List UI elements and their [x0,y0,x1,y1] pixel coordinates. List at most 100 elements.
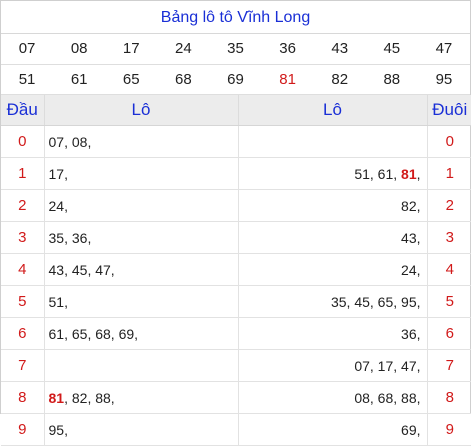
dau-cell: 2 [1,190,44,222]
duoi-cell: 5 [427,286,471,318]
dau-cell: 9 [1,414,44,446]
dau-cell: 4 [1,254,44,286]
lo-left-cell: 81, 82, 88, [44,382,238,414]
duoi-cell: 0 [427,126,471,158]
lo-number: 08 [354,390,370,406]
lo-number: 81 [49,390,65,406]
lo-number: 68 [95,326,111,342]
lo-number: 51 [354,166,370,182]
number-cell: 88 [366,64,418,94]
lo-left-cell: 51, [44,286,238,318]
table-header-row: Đầu Lô Lô Đuôi [1,95,471,126]
lo-number: 36 [72,230,88,246]
dau-cell: 1 [1,158,44,190]
number-cell: 07 [1,34,53,64]
lo-number: 82 [72,390,88,406]
number-cell: 61 [53,64,105,94]
lo-number: 17 [378,358,394,374]
lo-number: 36 [401,326,417,342]
lo-number: 43 [49,262,65,278]
lo-number: 65 [378,294,394,310]
lo-number: 47 [95,262,111,278]
lo-right-cell: 07, 17, 47, [238,350,427,382]
lo-right-cell: 35, 45, 65, 95, [238,286,427,318]
duoi-cell: 2 [427,190,471,222]
lo-right-cell: 43, [238,222,427,254]
lo-number: 61 [49,326,65,342]
lo-left-cell: 43, 45, 47, [44,254,238,286]
lo-number: 45 [72,262,88,278]
lo-number: 24 [401,262,417,278]
dau-cell: 3 [1,222,44,254]
lo-left-cell: 24, [44,190,238,222]
number-cell: 81 [262,64,314,94]
lo-left-cell: 07, 08, [44,126,238,158]
lo-number: 07 [354,358,370,374]
dau-cell: 7 [1,350,44,382]
number-cell: 08 [53,34,105,64]
lo-right-cell: 36, [238,318,427,350]
number-cell: 36 [262,34,314,64]
header-lo-left: Lô [44,95,238,126]
lo-number: 65 [72,326,88,342]
number-cell: 17 [105,34,157,64]
duoi-cell: 1 [427,158,471,190]
duoi-cell: 9 [427,414,471,446]
duoi-cell: 6 [427,318,471,350]
lo-number: 47 [401,358,417,374]
lo-number: 88 [95,390,111,406]
lo-left-cell: 95, [44,414,238,446]
board-title: Bảng lô tô Vĩnh Long [1,1,470,34]
lo-left-cell: 61, 65, 68, 69, [44,318,238,350]
duoi-cell: 3 [427,222,471,254]
lo-right-cell: 82, [238,190,427,222]
number-cell: 65 [105,64,157,94]
lo-number: 61 [378,166,394,182]
lo-left-cell: 35, 36, [44,222,238,254]
lo-number: 95 [49,422,65,438]
lo-number: 24 [49,198,65,214]
number-cell: 51 [1,64,53,94]
lo-number: 69 [119,326,135,342]
lo-number: 35 [49,230,65,246]
number-cell: 69 [209,64,261,94]
lo-number: 81 [401,166,417,182]
lo-number: 69 [401,422,417,438]
header-lo-right: Lô [238,95,427,126]
lo-right-cell: 24, [238,254,427,286]
lo-right-cell: 51, 61, 81, [238,158,427,190]
lo-right-cell [238,126,427,158]
lo-number: 95 [401,294,417,310]
number-cell: 45 [366,34,418,64]
header-duoi: Đuôi [427,95,471,126]
number-cell: 35 [209,34,261,64]
dau-cell: 0 [1,126,44,158]
lo-number: 35 [331,294,347,310]
duoi-cell: 7 [427,350,471,382]
lo-number: 45 [354,294,370,310]
dau-cell: 6 [1,318,44,350]
lo-number: 07 [49,134,65,150]
duoi-cell: 8 [427,382,471,414]
number-cell: 47 [418,34,470,64]
number-cell: 95 [418,64,470,94]
dau-cell: 5 [1,286,44,318]
header-dau: Đầu [1,95,44,126]
lo-number: 82 [401,198,417,214]
number-cell: 24 [157,34,209,64]
duoi-cell: 4 [427,254,471,286]
number-cell: 43 [314,34,366,64]
lo-number: 88 [401,390,417,406]
